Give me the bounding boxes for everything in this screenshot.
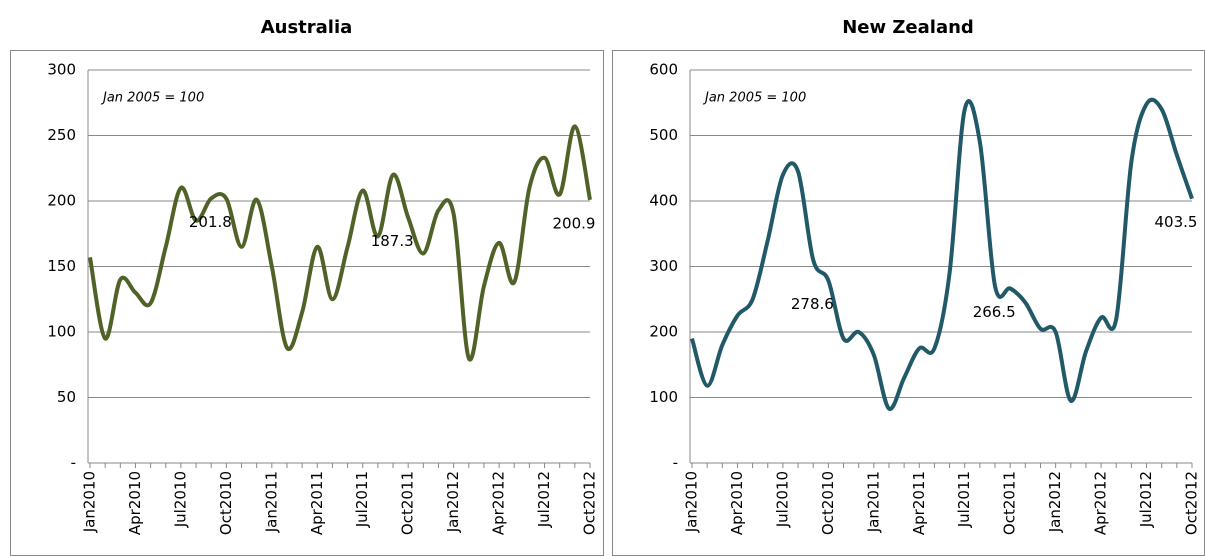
data-label: 187.3 <box>371 232 414 250</box>
y-tick-label: - <box>71 454 76 472</box>
data-label: 278.6 <box>791 295 834 313</box>
x-tick-label: Apr2012 <box>490 471 508 535</box>
y-tick-label: 400 <box>649 192 678 210</box>
y-tick-label: 150 <box>47 257 76 275</box>
y-tick-label: 600 <box>649 61 678 79</box>
x-tick-label: Jul2010 <box>773 471 791 528</box>
note: Jan 2005 = 100 <box>702 91 806 106</box>
x-tick-label: Jul2011 <box>955 471 973 528</box>
x-tick-label: Apr2010 <box>126 471 144 535</box>
x-tick-label: Apr2010 <box>728 471 746 535</box>
y-tick-label: 500 <box>649 126 678 144</box>
x-tick-label: Jul2011 <box>353 471 371 528</box>
x-tick-label: Oct2012 <box>1183 471 1201 535</box>
data-label: 266.5 <box>973 303 1016 321</box>
line <box>690 97 1194 411</box>
y-tick-label: 100 <box>47 323 76 341</box>
chart-title: Australia <box>261 17 353 38</box>
x-tick-label: Oct2011 <box>399 471 417 535</box>
y-tick-label: 300 <box>47 61 76 79</box>
x-tick-label: Jan2011 <box>864 471 882 533</box>
chart-title: New Zealand <box>842 17 974 38</box>
y-tick-label: 50 <box>57 388 76 406</box>
x-tick-label: Oct2010 <box>819 471 837 535</box>
data-label: 403.5 <box>1155 213 1198 231</box>
data-label: 201.8 <box>189 213 232 231</box>
x-tick-label: Jan2012 <box>444 471 462 533</box>
x-tick-label: Oct2012 <box>581 471 599 535</box>
x-tick-label: Jul2012 <box>535 471 553 528</box>
x-tick-label: Jul2012 <box>1137 471 1155 528</box>
line <box>88 124 592 362</box>
x-tick-label: Apr2012 <box>1092 471 1110 535</box>
y-tick-label: 200 <box>47 192 76 210</box>
x-tick-label: Apr2011 <box>308 471 326 535</box>
x-tick-label: Oct2010 <box>217 471 235 535</box>
y-tick-label: - <box>673 454 678 472</box>
note: Jan 2005 = 100 <box>100 91 204 106</box>
x-tick-label: Jan2010 <box>81 471 99 533</box>
y-tick-label: 300 <box>649 257 678 275</box>
x-tick-label: Apr2011 <box>910 471 928 535</box>
x-tick-label: Jul2010 <box>171 471 189 528</box>
data-label: 200.9 <box>553 214 596 232</box>
chart-frame <box>612 50 1205 556</box>
x-tick-label: Oct2011 <box>1001 471 1019 535</box>
x-tick-label: Jan2011 <box>262 471 280 533</box>
y-tick-label: 100 <box>649 388 678 406</box>
x-tick-label: Jan2012 <box>1046 471 1064 533</box>
y-tick-label: 200 <box>649 323 678 341</box>
y-tick-label: 250 <box>47 126 76 144</box>
x-tick-label: Jan2010 <box>683 471 701 533</box>
